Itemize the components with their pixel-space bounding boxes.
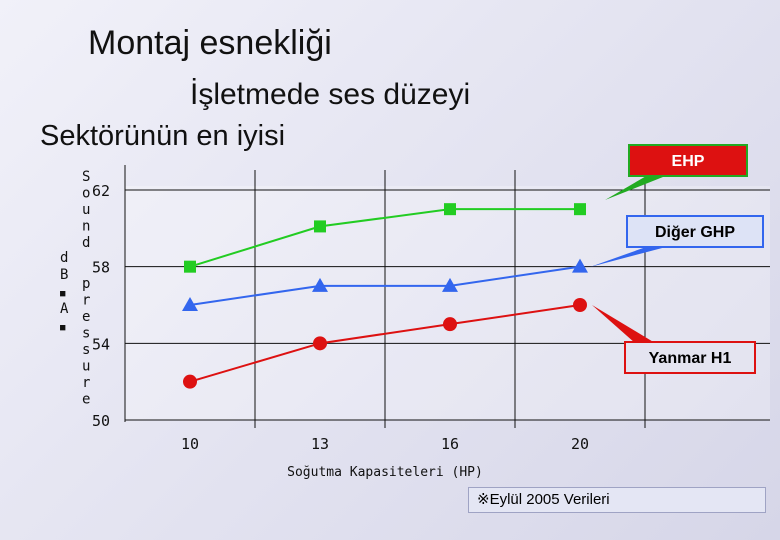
y-axis-unit-char: A	[60, 301, 69, 317]
y-axis-label-char: r	[82, 293, 90, 309]
series-2	[183, 298, 587, 389]
footnote: ※Eylül 2005 Verileri	[468, 487, 766, 513]
series-line	[189, 208, 580, 268]
data-point	[574, 203, 586, 216]
data-point	[313, 336, 327, 351]
data-point	[314, 220, 326, 233]
data-point	[573, 298, 587, 312]
callout-pointer	[605, 175, 668, 200]
y-axis-label-char: e	[82, 392, 90, 408]
y-tick-label: 58	[92, 259, 110, 277]
y-axis-label-char: u	[82, 202, 90, 218]
data-point	[184, 260, 196, 273]
y-tick-label: 50	[92, 412, 110, 430]
x-tick-label: 10	[181, 435, 199, 453]
callout-pointer	[590, 247, 666, 267]
data-point	[443, 317, 457, 332]
y-axis-label-char: d	[82, 235, 90, 251]
y-axis-label-char: e	[82, 309, 90, 325]
y-axis-label-char: p	[82, 276, 90, 292]
y-axis-label-char: o	[82, 186, 90, 202]
y-axis-label-char: S	[82, 169, 90, 185]
y-tick-label: 62	[92, 182, 110, 200]
y-axis-label-char: n	[82, 219, 90, 235]
data-point	[182, 297, 198, 311]
data-point	[442, 277, 458, 292]
x-tick-label: 20	[571, 435, 589, 453]
callout-box	[628, 144, 748, 177]
data-point	[183, 374, 197, 389]
series-1	[182, 258, 588, 311]
callout-0: EHP	[605, 144, 748, 200]
title-line-3: Sektörünün en iyisi	[40, 120, 286, 152]
y-axis-label-char: s	[82, 342, 90, 358]
legend-label: EHP	[672, 153, 705, 170]
y-axis-unit-char: ■	[60, 323, 66, 333]
series-0	[184, 203, 586, 273]
x-axis-label: Soğutma Kapasiteleri (HP)	[287, 465, 483, 480]
callout-box	[624, 341, 756, 374]
y-axis-unit-char: d	[60, 250, 68, 266]
legend-label: Diğer GHP	[655, 224, 735, 241]
y-axis-label-char: r	[82, 375, 90, 391]
data-point	[444, 203, 456, 216]
callout-1: Diğer GHP	[590, 215, 764, 267]
title-line-2: İşletmede ses düzeyi	[190, 78, 471, 111]
y-axis-label-char: s	[82, 326, 90, 342]
callout-box	[626, 215, 764, 248]
data-point	[572, 258, 588, 273]
y-axis-unit-char: B	[60, 267, 68, 283]
x-tick-label: 13	[311, 435, 329, 453]
series-line	[189, 265, 581, 306]
legend-label: Yanmar H1	[649, 350, 732, 367]
callout-2: Yanmar H1	[592, 305, 756, 374]
y-axis-unit-char: ■	[60, 289, 66, 299]
series-line	[189, 304, 581, 383]
y-tick-label: 54	[92, 335, 110, 353]
data-point	[312, 277, 328, 292]
title-line-1: Montaj esnekliği	[88, 24, 332, 62]
x-tick-label: 16	[441, 435, 459, 453]
y-axis-label-char: u	[82, 359, 90, 375]
callout-pointer	[592, 305, 655, 343]
